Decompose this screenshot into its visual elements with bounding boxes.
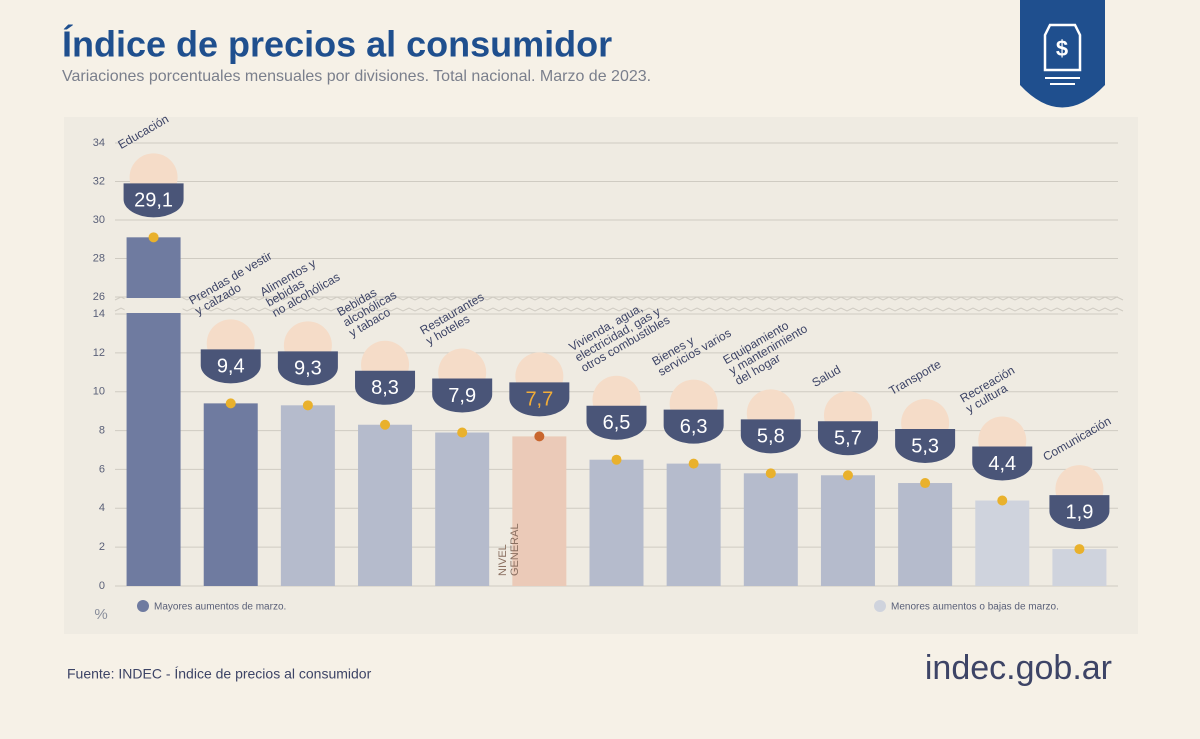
value-label: 8,3: [371, 377, 399, 399]
value-label: 9,4: [217, 356, 245, 378]
axis-break: [124, 298, 183, 313]
annotation: NIVEL GENERAL: [497, 523, 522, 576]
value-label: 6,3: [680, 416, 708, 438]
bar: [743, 473, 798, 586]
value-label: 1,9: [1066, 501, 1094, 523]
chart-subtitle: Variaciones porcentuales mensuales por d…: [62, 68, 651, 85]
value-dot: [611, 454, 622, 465]
y-tick-label: 34: [93, 137, 105, 149]
logo: $: [1020, 0, 1105, 108]
value-label: 5,3: [911, 435, 939, 457]
value-dot: [842, 470, 853, 481]
y-tick-label: 4: [99, 502, 105, 514]
chart-title: Índice de precios al consumidor: [62, 24, 612, 65]
value-label: 7,7: [525, 389, 553, 411]
axis-break-line: [114, 296, 1124, 301]
value-dot: [765, 468, 776, 479]
value-label: 5,7: [834, 428, 862, 450]
bar: [126, 237, 181, 586]
value-dot: [997, 495, 1008, 506]
bar: [512, 436, 567, 586]
legend-marker: [137, 600, 149, 612]
y-tick-label: 26: [93, 291, 105, 303]
value-dot: [302, 400, 313, 411]
value-dot: [1074, 544, 1085, 555]
y-tick-label: 6: [99, 463, 105, 475]
value-badge: [277, 351, 338, 386]
value-badge: [509, 382, 570, 417]
brand: indec.gob.ar: [925, 649, 1112, 687]
bar: [975, 500, 1030, 586]
y-tick-label: 28: [93, 252, 105, 264]
value-badge: [1049, 495, 1110, 530]
legend-marker: [874, 600, 886, 612]
bar: [203, 403, 258, 586]
value-dot: [457, 427, 468, 438]
source: Fuente: INDEC - Índice de precios al con…: [67, 666, 372, 682]
value-badge: [200, 349, 261, 384]
y-tick-label: 12: [93, 347, 105, 359]
value-dot: [148, 232, 159, 243]
value-badge: [663, 409, 724, 444]
value-badge: [586, 405, 647, 440]
value-label: 5,8: [757, 426, 785, 448]
bar: [589, 459, 644, 586]
value-label: 7,9: [448, 385, 476, 407]
y-tick-label: 14: [93, 308, 105, 320]
bar: [1052, 549, 1107, 586]
value-label: 6,5: [603, 412, 631, 434]
value-label: 9,3: [294, 358, 322, 380]
bar: [280, 405, 335, 586]
value-dot: [920, 478, 931, 489]
value-badge: [123, 183, 184, 218]
value-dot: [534, 431, 545, 442]
bar: [435, 432, 490, 586]
axis-break: [113, 299, 1120, 312]
value-badge: [895, 429, 956, 464]
y-axis-label: %: [94, 606, 107, 623]
bar: [898, 483, 953, 586]
axis-break-line: [114, 307, 1124, 312]
y-tick-label: 0: [99, 580, 105, 592]
value-label: 29,1: [134, 190, 173, 212]
svg-text:$: $: [1056, 36, 1068, 61]
bar: [358, 424, 413, 586]
value-dot: [380, 419, 391, 430]
legend-label: Menores aumentos o bajas de marzo.: [891, 602, 1059, 613]
legend-label: Mayores aumentos de marzo.: [154, 602, 286, 613]
bar: [820, 475, 875, 586]
y-tick-label: 10: [93, 386, 105, 398]
bar: [666, 463, 721, 586]
value-badge: [972, 446, 1033, 481]
value-badge: [355, 370, 416, 405]
value-badge: [740, 419, 801, 454]
y-tick-label: 2: [99, 541, 105, 553]
y-tick-label: 30: [93, 214, 105, 226]
y-tick-label: 32: [93, 175, 105, 187]
value-label: 4,4: [988, 453, 1016, 475]
value-badge: [432, 378, 493, 413]
value-dot: [225, 398, 236, 409]
value-dot: [688, 458, 699, 469]
value-badge: [817, 421, 878, 456]
y-tick-label: 8: [99, 424, 105, 436]
